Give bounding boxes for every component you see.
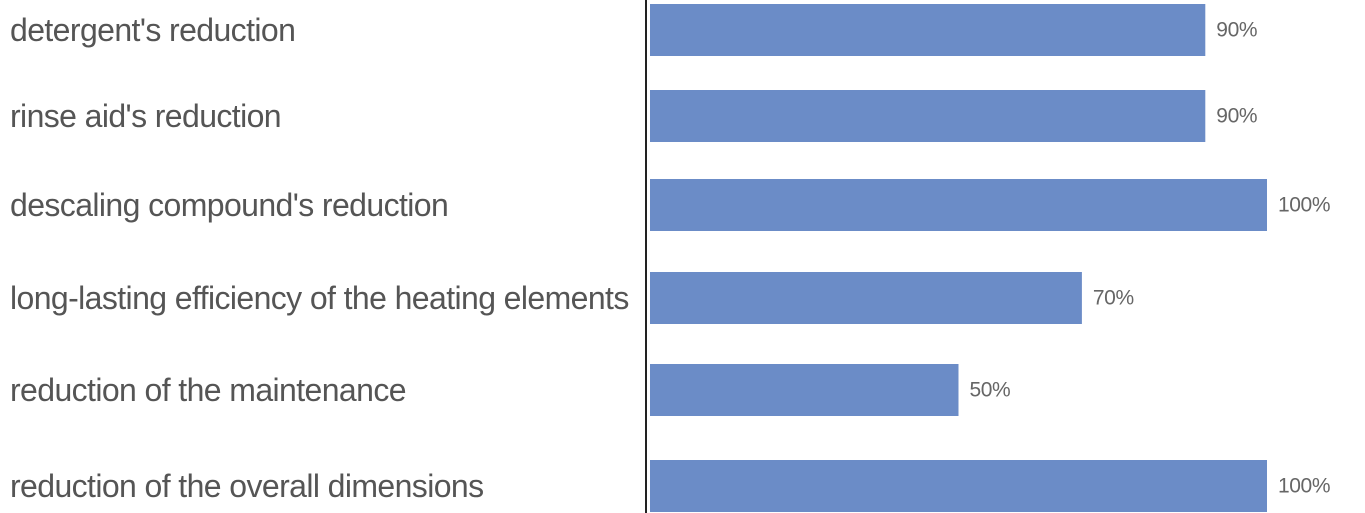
category-label: descaling compound's reduction: [10, 187, 448, 223]
bar: [650, 179, 1267, 231]
data-label: 100%: [1278, 475, 1330, 498]
data-label: 90%: [1216, 105, 1257, 128]
bar: [650, 4, 1206, 56]
data-label: 50%: [970, 379, 1011, 402]
bar: [650, 272, 1082, 324]
category-label: reduction of the maintenance: [10, 372, 406, 408]
data-label: 70%: [1093, 287, 1134, 310]
data-label: 90%: [1216, 19, 1257, 42]
bar: [650, 364, 959, 416]
bar: [650, 90, 1206, 142]
category-label: reduction of the overall dimensions: [10, 468, 484, 504]
category-label: rinse aid's reduction: [10, 98, 281, 134]
value-labels: 90% 90% 100% 70% 50% 100%: [970, 19, 1331, 498]
data-label: 100%: [1278, 194, 1330, 217]
category-label: detergent's reduction: [10, 12, 295, 48]
bar: [650, 460, 1267, 512]
category-labels: detergent's reduction rinse aid's reducti…: [10, 12, 629, 504]
category-label: long-lasting efficiency of the heating e…: [10, 280, 629, 316]
bars-layer: [650, 4, 1267, 512]
